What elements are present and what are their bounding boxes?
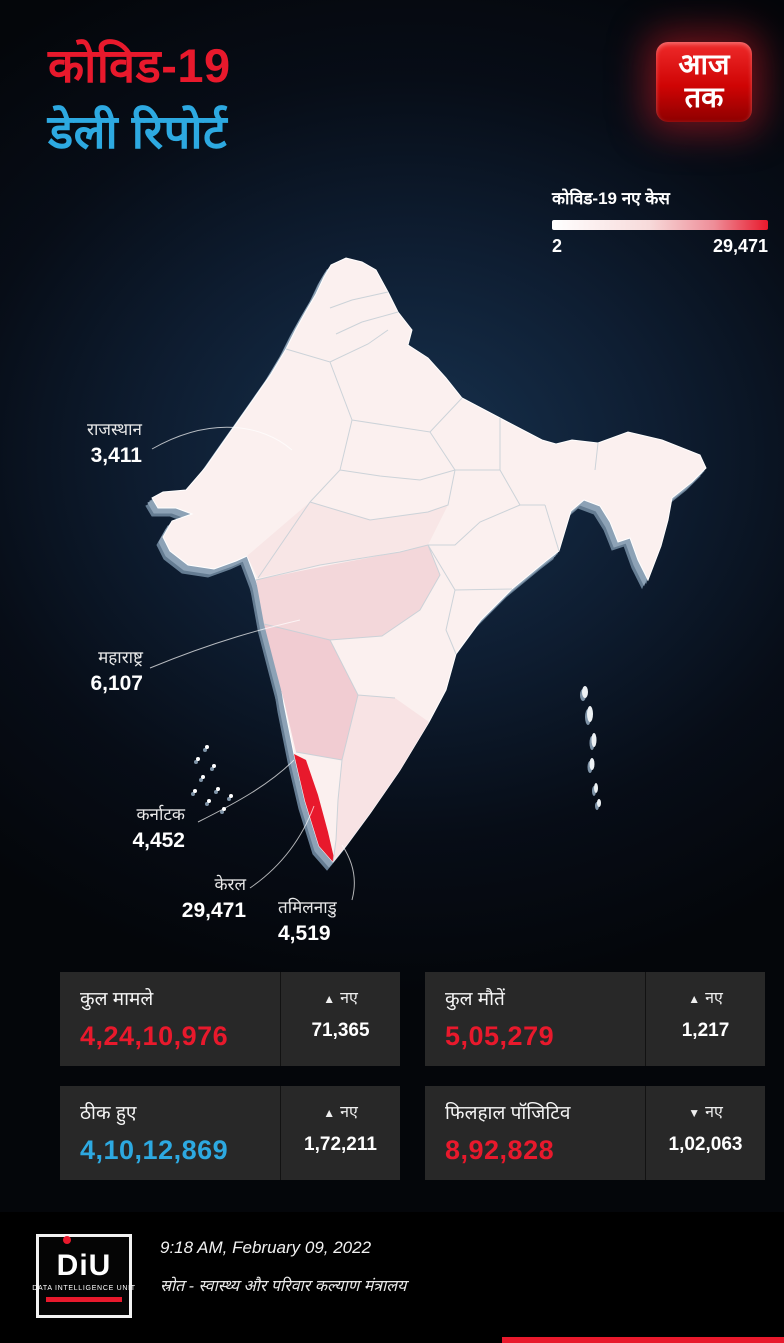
- state-name: केरल: [214, 875, 246, 894]
- legend-max-value: 29,471: [712, 236, 768, 256]
- state-region-maharashtra: [256, 545, 440, 640]
- report-timestamp: 9:18 AM, February 09, 2022: [160, 1238, 372, 1257]
- state-value: 6,107: [90, 672, 143, 695]
- annotation-rajasthan: राजस्थान 3,411: [30, 417, 142, 468]
- up-arrow-icon: ▲: [688, 992, 701, 1006]
- state-borders: [255, 291, 599, 863]
- delta-label: नए: [705, 1104, 723, 1121]
- aajtak-logo: आज तक: [656, 42, 752, 122]
- stat-value: 8,92,828: [445, 1135, 555, 1165]
- diu-logo-text: DiU: [56, 1248, 112, 1282]
- stat-card-total-cases: कुल मामले 4,24,10,976 ▲ नए 71,365: [60, 972, 400, 1066]
- diu-logo-red-dot: [63, 1236, 71, 1244]
- summary-stats: कुल मामले 4,24,10,976 ▲ नए 71,365 कुल मौत…: [60, 972, 765, 1180]
- delta-value: 1,72,211: [304, 1134, 377, 1155]
- stat-label: ठीक हुए: [80, 1103, 137, 1124]
- stat-card-recovered: ठीक हुए 4,10,12,869 ▲ नए 1,72,211: [60, 1086, 400, 1180]
- legend-title: कोविड-19 नए केस: [552, 189, 670, 208]
- stat-card-active-positive: फिलहाल पॉजिटिव 8,92,828 ▼ नए 1,02,063: [425, 1086, 765, 1180]
- india-map-3d-group: [151, 257, 707, 863]
- page-title-line1: कोविड-19: [48, 39, 231, 92]
- page-title-line2: डेली रिपोर्ट: [48, 105, 228, 159]
- annotation-line-rajasthan: [151, 426, 293, 451]
- annotation-karnataka: कर्नाटक 4,452: [75, 802, 185, 853]
- data-source: स्रोत - स्वास्थ्य और परिवार कल्याण मंत्र…: [160, 1278, 407, 1295]
- annotation-line-kerala: [249, 805, 315, 889]
- lakshadweep-islands: [193, 745, 233, 811]
- state-region-tamilnadu: [333, 695, 429, 862]
- legend-gradient-bar: [552, 220, 768, 230]
- stat-value: 5,05,279: [445, 1021, 555, 1051]
- state-value: 29,471: [181, 899, 246, 922]
- state-value: 4,452: [132, 829, 185, 852]
- legend-min-value: 2: [552, 236, 563, 256]
- stat-label: फिलहाल पॉजिटिव: [445, 1103, 571, 1124]
- annotation-tamilnadu: तमिलनाडु 4,519: [278, 895, 398, 946]
- delta-value: 1,217: [681, 1020, 730, 1041]
- india-outline: [151, 257, 707, 863]
- diu-logo-red-bar: [46, 1296, 122, 1302]
- delta-value: 1,02,063: [668, 1134, 743, 1155]
- legend: कोविड-19 नए केस 2 29,471: [552, 186, 768, 257]
- annotation-line-tamilnadu: [341, 844, 355, 901]
- stat-label: कुल मामले: [80, 989, 154, 1010]
- state-name: कर्नाटक: [136, 805, 185, 824]
- state-region-karnataka: [264, 624, 358, 760]
- aajtak-logo-line2: तक: [684, 82, 724, 114]
- delta-label: नए: [340, 1104, 358, 1121]
- diu-logo-subtitle: DATA INTELLIGENCE UNIT: [32, 1284, 136, 1292]
- up-arrow-icon: ▲: [323, 1106, 336, 1120]
- delta-label: नए: [340, 990, 358, 1007]
- stat-value: 4,10,12,869: [80, 1135, 229, 1165]
- delta-label: नए: [705, 990, 723, 1007]
- annotation-kerala: केरल 29,471: [122, 872, 246, 923]
- andaman-islands: [582, 686, 601, 807]
- legend-scale: 2 29,471: [552, 236, 768, 257]
- annotation-line-karnataka: [197, 759, 295, 823]
- up-arrow-icon: ▲: [323, 992, 336, 1006]
- bottom-red-accent: [502, 1337, 784, 1343]
- annotation-maharashtra: महाराष्ट्र 6,107: [35, 645, 143, 696]
- state-name: महाराष्ट्र: [98, 648, 143, 667]
- stat-value: 4,24,10,976: [80, 1021, 229, 1051]
- stat-label: कुल मौतें: [445, 989, 505, 1010]
- stat-card-total-deaths: कुल मौतें 5,05,279 ▲ नए 1,217: [425, 972, 765, 1066]
- state-name: राजस्थान: [87, 420, 142, 439]
- state-region-madhya-pradesh: [247, 502, 448, 578]
- page-title: कोविड-19 डेली रिपोर्ट: [48, 36, 231, 162]
- state-name: तमिलनाडु: [278, 898, 337, 917]
- aajtak-logo-line1: आज: [678, 49, 730, 81]
- down-arrow-icon: ▼: [688, 1106, 701, 1120]
- state-value: 4,519: [278, 922, 331, 945]
- annotation-line-maharashtra: [149, 619, 301, 669]
- state-kerala-highlight: [294, 754, 334, 862]
- state-value: 3,411: [90, 444, 142, 467]
- footer: DiU DATA INTELLIGENCE UNIT 9:18 AM, Febr…: [0, 1212, 784, 1343]
- delta-value: 71,365: [311, 1020, 370, 1041]
- diu-logo: DiU DATA INTELLIGENCE UNIT: [32, 1234, 135, 1318]
